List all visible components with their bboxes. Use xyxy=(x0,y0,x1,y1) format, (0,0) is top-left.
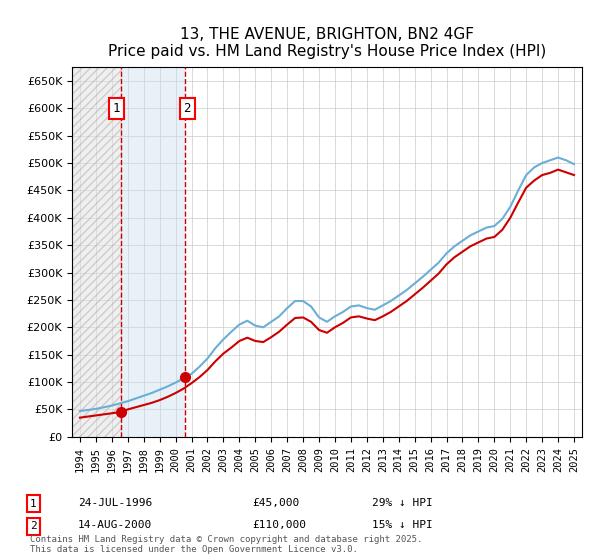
Bar xyxy=(121,67,185,437)
Text: 24-JUL-1996: 24-JUL-1996 xyxy=(78,498,152,508)
Text: 1: 1 xyxy=(30,499,37,509)
Text: 29% ↓ HPI: 29% ↓ HPI xyxy=(372,498,433,508)
Text: 2: 2 xyxy=(184,102,191,115)
Text: 1: 1 xyxy=(112,102,120,115)
Text: £110,000: £110,000 xyxy=(252,520,306,530)
Title: 13, THE AVENUE, BRIGHTON, BN2 4GF
Price paid vs. HM Land Registry's House Price : 13, THE AVENUE, BRIGHTON, BN2 4GF Price … xyxy=(108,27,546,59)
Bar xyxy=(72,67,121,437)
Text: 14-AUG-2000: 14-AUG-2000 xyxy=(78,520,152,530)
Text: Contains HM Land Registry data © Crown copyright and database right 2025.
This d: Contains HM Land Registry data © Crown c… xyxy=(30,535,422,554)
Text: 15% ↓ HPI: 15% ↓ HPI xyxy=(372,520,433,530)
Text: 2: 2 xyxy=(30,521,37,531)
Text: £45,000: £45,000 xyxy=(252,498,299,508)
